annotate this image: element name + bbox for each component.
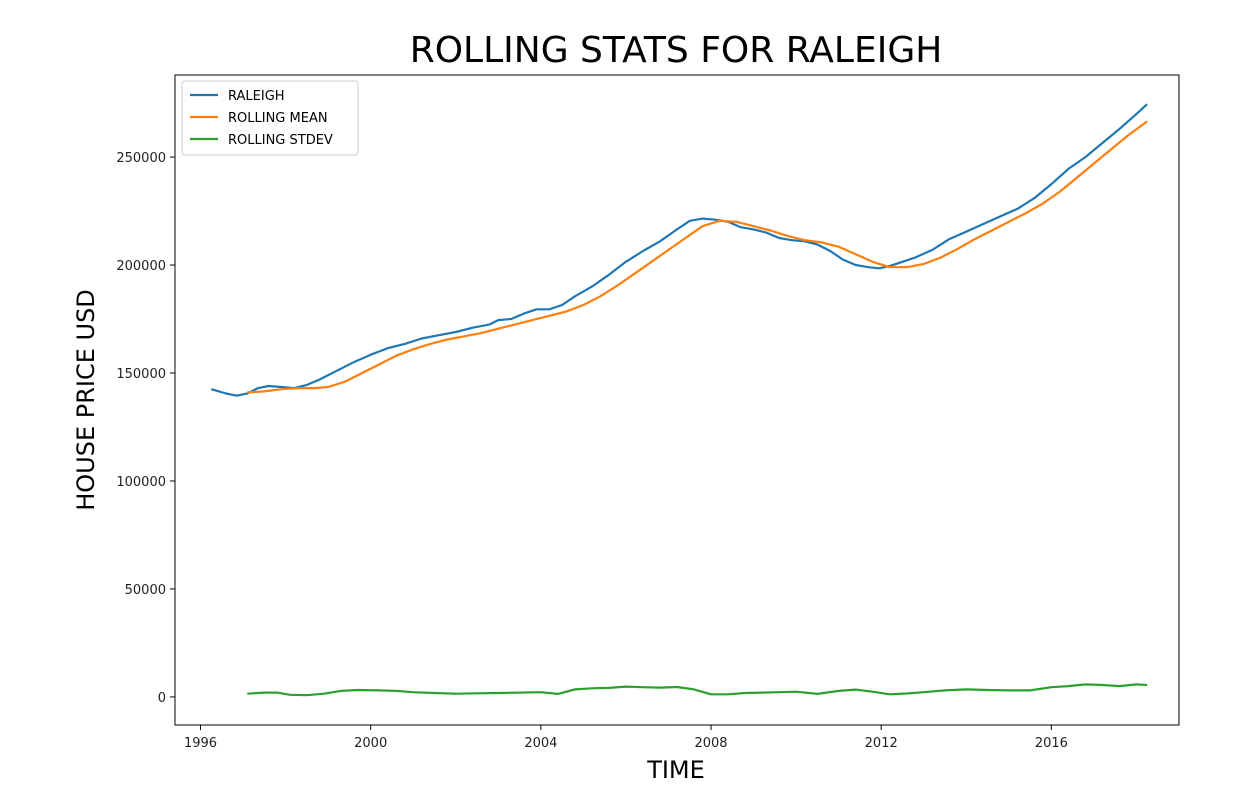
legend-label: ROLLING MEAN <box>228 111 328 126</box>
x-tick-label: 2012 <box>865 736 898 751</box>
x-tick-label: 2000 <box>354 736 387 751</box>
plot-frame <box>174 74 1180 726</box>
y-tick-label: 200000 <box>116 259 166 274</box>
y-tick-label: 50000 <box>125 583 166 598</box>
x-axis-label: TIME <box>646 756 705 784</box>
y-tick-label: 0 <box>158 691 166 706</box>
plot-area: 1996 2000 2004 2008 2012 2016 0 50000 100000 1500… <box>116 74 1180 751</box>
series-line-raleigh <box>210 103 1148 397</box>
x-tick-label: 1996 <box>184 736 217 751</box>
legend-label: ROLLING STDEV <box>228 133 333 148</box>
x-tick-label: 2004 <box>524 736 557 751</box>
y-tick-label: 150000 <box>116 367 166 382</box>
series-line-rolling-stdev <box>247 683 1148 697</box>
series-line-rolling-mean <box>247 120 1148 394</box>
y-tick-label: 250000 <box>116 151 166 166</box>
legend-label: RALEIGH <box>228 89 285 104</box>
x-tick-label: 2008 <box>694 736 727 751</box>
legend-box <box>181 80 359 156</box>
x-tick-label: 2016 <box>1035 736 1068 751</box>
y-tick-label: 100000 <box>116 475 166 490</box>
y-axis-label: HOUSE PRICE USD <box>72 289 100 511</box>
chart-title: ROLLING STATS FOR RALEIGH <box>410 30 943 71</box>
